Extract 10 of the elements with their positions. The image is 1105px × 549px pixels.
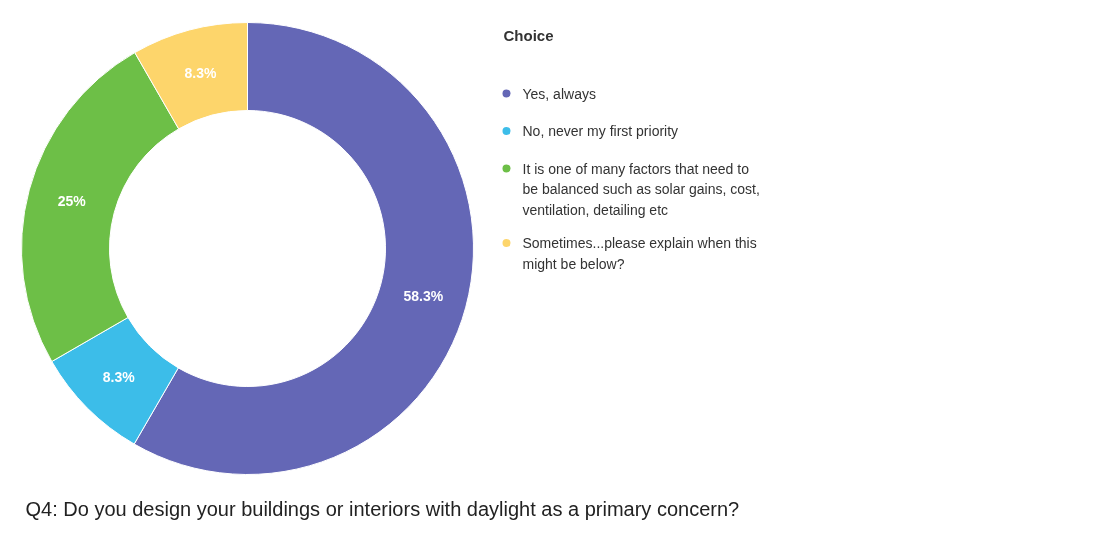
- data-label: 58.3%: [403, 287, 444, 304]
- legend-label: It is one of many factors that need to be balanced such as solar gains, cost, ventilation, detailing etc: [522, 160, 760, 219]
- data-label: 8.3%: [184, 64, 218, 81]
- legend-label: Yes, always: [522, 85, 596, 102]
- legend-label: No, never my first priority: [522, 123, 679, 139]
- text: Q4: Do you design your buildings or interiors with daylight as a primary concern?: [25, 497, 740, 520]
- data-label: 8.3%: [102, 369, 136, 386]
- legend-label: Sometimes...please explain when this might be below?: [522, 235, 757, 272]
- data-label: 25%: [57, 193, 87, 210]
- legend-title: Choice: [503, 27, 554, 44]
